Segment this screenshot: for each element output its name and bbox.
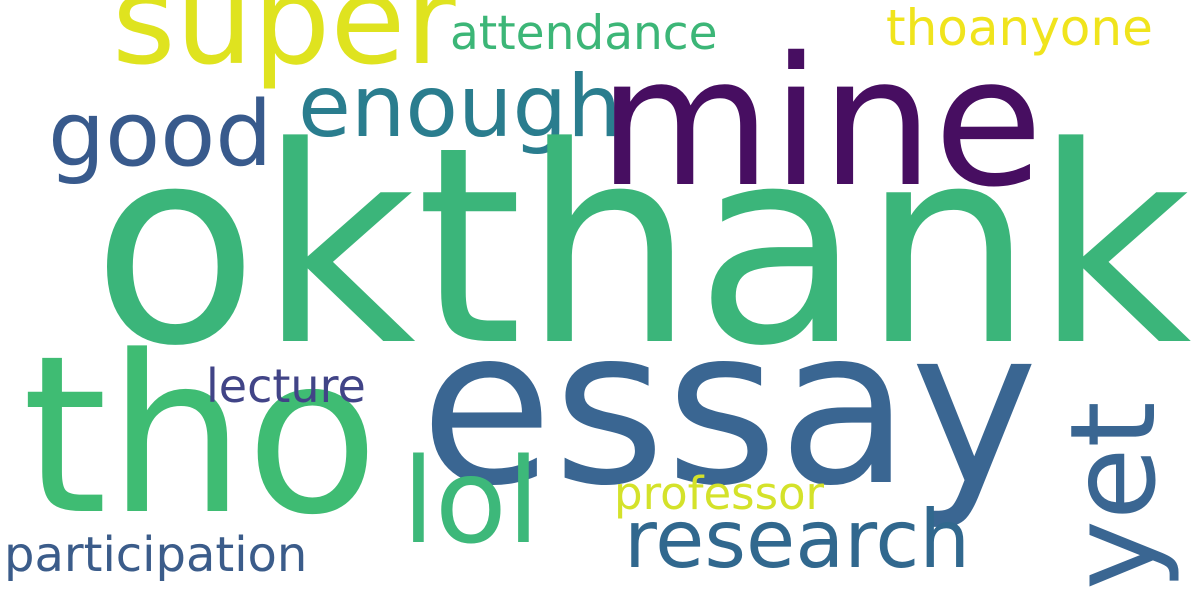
word-thoanyone: thoanyone — [886, 0, 1153, 57]
word-lol: lol — [402, 432, 540, 570]
word-mine: mine — [598, 19, 1044, 226]
word-tho: tho — [22, 310, 380, 563]
word-enough: enough — [298, 57, 622, 157]
word-lecture: lecture — [206, 359, 366, 413]
word-participation: participation — [4, 527, 308, 583]
word-yet: yet — [1044, 401, 1182, 590]
word-research: research — [624, 493, 971, 586]
word-yet-rotated: yet — [1044, 401, 1182, 590]
word-professor: professor — [614, 467, 825, 520]
word-okthank: okthank — [92, 90, 1192, 406]
word-essay: essay — [420, 282, 1039, 533]
word-super: super — [112, 0, 456, 92]
word-attendance: attendance — [450, 6, 718, 61]
word-good: good — [48, 82, 273, 187]
